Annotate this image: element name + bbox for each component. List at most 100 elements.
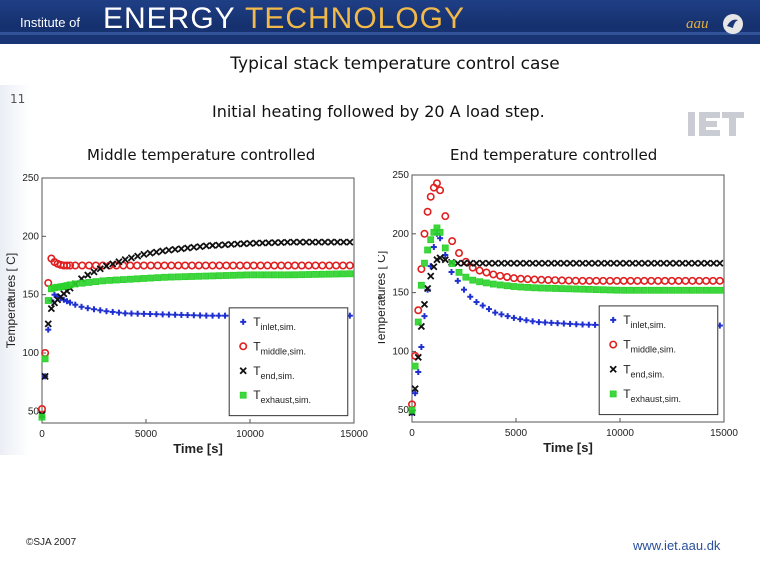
chart1-data-point: [208, 241, 217, 250]
chart2-data-point: [503, 282, 511, 290]
chart1-data-point: [71, 280, 79, 288]
chart1-data-point: [44, 297, 52, 304]
chart1-data-point: [346, 238, 354, 246]
chart2-data-point: [586, 286, 593, 293]
chart1-data-point: [264, 271, 271, 279]
chart1-data-point: [318, 270, 326, 278]
chart1-data-point: [172, 311, 179, 318]
chart2-data-point: [666, 259, 674, 267]
chart2-data-point: [462, 273, 470, 281]
chart2-data-point: [599, 286, 607, 294]
chart2-data-point: [640, 286, 648, 294]
chart2-data-point: [420, 229, 429, 238]
chart2-title: End temperature controlled: [450, 146, 658, 164]
chart2-data-point: [537, 284, 545, 292]
chart2-data-point: [414, 353, 422, 361]
chart2-data-point: [541, 259, 549, 267]
chart1-data-point: [84, 305, 91, 312]
chart2-data-point: [421, 259, 428, 267]
chart2-data-point: [479, 259, 487, 267]
chart2-data-point: [420, 300, 429, 309]
chart1-xtick-label: 0: [39, 429, 45, 440]
chart2-data-point: [606, 286, 614, 294]
chart2-data-point: [523, 317, 530, 324]
chart2-ylabel: Temperatures [ C]: [378, 251, 388, 346]
chart1-data-point: [38, 413, 46, 421]
chart2-data-point: [415, 369, 422, 376]
chart2-data-point: [492, 309, 499, 316]
chart1-data-point: [115, 258, 123, 266]
chart1-data-point: [63, 298, 70, 305]
chart1-xtick-label: 10000: [236, 429, 264, 440]
chart1-data-point: [190, 243, 198, 251]
slide-number: 11: [10, 92, 26, 106]
chart1-data-point: [62, 261, 71, 270]
chart1-xtick-label: 15000: [340, 429, 368, 440]
chart2-data-point: [469, 276, 477, 284]
chart2-data-point: [661, 286, 669, 294]
chart2-data-point: [613, 286, 621, 294]
aau-label: aau: [686, 16, 709, 32]
chart2-data-point: [448, 237, 457, 246]
chart2-data-point: [510, 259, 518, 267]
chart2-data-point: [448, 269, 455, 276]
chart1-data-point: [128, 310, 135, 317]
chart1-data-point: [122, 310, 129, 317]
chart2-data-point: [455, 268, 463, 276]
chart2-legend-marker: [610, 316, 617, 323]
chart2-data-point: [418, 344, 425, 351]
energy-label: ENERGY: [103, 2, 236, 35]
chart2-data-point: [497, 259, 506, 267]
chart2-data-point: [647, 259, 655, 267]
chart1-data-point: [215, 312, 222, 319]
chart2-data-point: [702, 286, 710, 294]
chart2-data-point: [441, 244, 449, 252]
chart2-data-point: [442, 251, 449, 258]
chart2-data-point: [672, 259, 680, 267]
chart1-xtick-label: 5000: [135, 429, 158, 440]
chart2: 0 5000 10000 15000 50 100 150 200 250 Time [s] Tem…: [378, 170, 738, 455]
chart1-ytick-label: 50: [28, 406, 40, 417]
chart1-ytick-label: 200: [22, 231, 39, 242]
chart1-data-point: [339, 270, 347, 278]
chart1-data-point: [202, 272, 210, 280]
chart2-data-point: [510, 283, 518, 290]
chart2-data-point: [437, 235, 444, 242]
chart2-data-point: [426, 192, 435, 201]
chart1-data-point: [153, 311, 160, 318]
iet-logo-icon: [688, 112, 744, 136]
chart1-data-point: [147, 311, 154, 318]
chart2-series-2: [408, 254, 724, 417]
chart2-data-point: [610, 259, 618, 267]
chart1-legend-marker: [239, 367, 247, 375]
chart2-data-point: [524, 283, 532, 291]
chart1-data-point: [102, 262, 111, 270]
chart2-data-point: [489, 280, 497, 288]
chart2-data-point: [430, 263, 438, 271]
slide-subtitle: Initial heating followed by 20 A load st…: [212, 102, 545, 121]
chart1-data-point: [298, 271, 306, 279]
chart1-data-point: [41, 372, 49, 380]
chart2-data-point: [467, 293, 474, 300]
chart1-data-point: [96, 265, 104, 273]
chart1-data-point: [183, 244, 192, 252]
chart1-legend-marker: [239, 391, 247, 399]
left-strip: [0, 85, 30, 455]
chart1-data-point: [51, 291, 58, 298]
chart1-data-point: [177, 245, 185, 253]
chart1-data-point: [90, 268, 98, 276]
chart1-data-point: [184, 312, 191, 319]
chart1-data-point: [345, 261, 354, 270]
chart2-data-point: [566, 259, 574, 267]
chart1-data-point: [222, 312, 229, 319]
chart2-data-point: [475, 266, 484, 275]
chart1-data-point: [97, 307, 104, 314]
chart2-data-point: [441, 212, 450, 221]
chart2-data-point: [498, 311, 505, 318]
chart1-data-point: [257, 271, 265, 279]
chart1-data-point: [202, 242, 210, 250]
chart2-data-point: [473, 299, 480, 306]
chart2-data-point: [454, 259, 462, 267]
chart2-data-point: [591, 259, 599, 267]
chart2-data-point: [423, 284, 432, 293]
